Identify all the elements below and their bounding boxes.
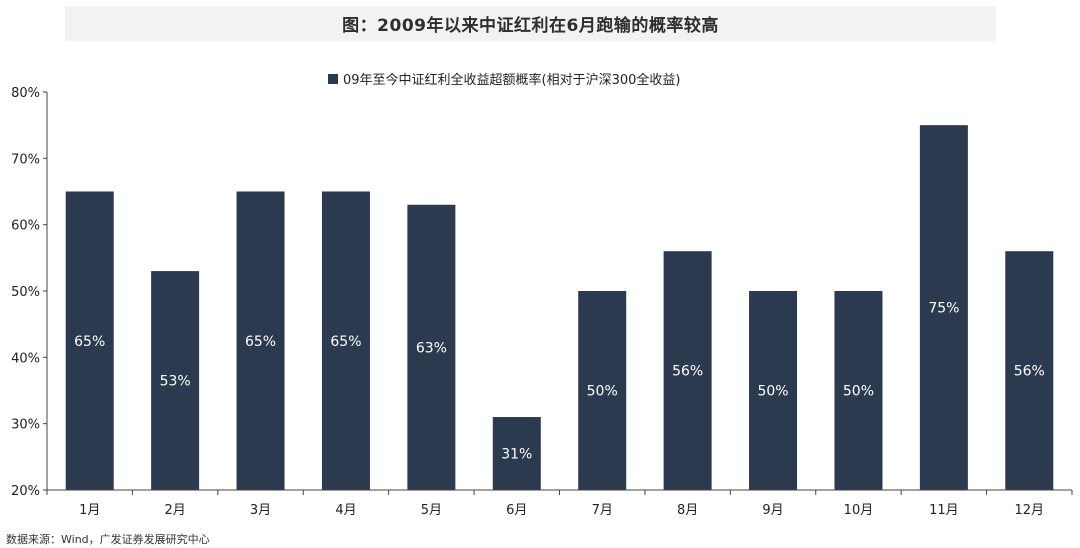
- x-tick-label: 1月: [79, 503, 100, 518]
- bar: [919, 125, 968, 491]
- bar: [151, 271, 200, 490]
- data-label: 65%: [74, 334, 105, 350]
- x-tick-label: 6月: [506, 503, 527, 518]
- data-label: 56%: [672, 364, 703, 380]
- chart-title: 图：2009年以来中证红利在6月跑输的概率较高: [342, 16, 719, 36]
- bar: [663, 251, 712, 490]
- data-label: 31%: [501, 447, 532, 463]
- bar: [65, 191, 114, 490]
- title-banner: 图：2009年以来中证红利在6月跑输的概率较高: [65, 6, 996, 41]
- data-label: 65%: [330, 334, 361, 350]
- y-tick-label: 80%: [11, 86, 40, 101]
- y-tick-label: 50%: [11, 285, 40, 300]
- bar: [834, 291, 883, 490]
- x-tick-label: 12月: [1015, 503, 1045, 518]
- bar: [492, 417, 541, 490]
- legend: 09年至今中证红利全收益超额概率(相对于沪深300全收益): [328, 72, 681, 88]
- x-tick-label: 7月: [592, 503, 613, 518]
- bar: [321, 191, 370, 490]
- x-tick-label: 11月: [929, 503, 959, 518]
- bar: [236, 191, 285, 490]
- x-axis: 1月 2月 3月 4月 5月 6月 7月 8月 9月 10月 11月 12月: [46, 489, 1073, 518]
- x-tick-label: 10月: [844, 503, 874, 518]
- y-tick-label: 20%: [11, 484, 40, 499]
- y-tick-label: 70%: [11, 152, 40, 167]
- data-label: 75%: [928, 301, 959, 317]
- data-label: 50%: [587, 384, 618, 400]
- x-tick-label: 8月: [677, 503, 698, 518]
- x-tick-label: 3月: [250, 503, 271, 518]
- bar: [749, 291, 798, 490]
- y-tick-label: 30%: [11, 418, 40, 433]
- data-label: 56%: [1014, 364, 1045, 380]
- x-tick-label: 9月: [762, 503, 783, 518]
- data-label: 65%: [245, 334, 276, 350]
- data-label: 50%: [843, 384, 874, 400]
- x-tick-label: 4月: [335, 503, 356, 518]
- legend-label: 09年至今中证红利全收益超额概率(相对于沪深300全收益): [343, 72, 681, 88]
- bar: [578, 291, 627, 490]
- data-label: 53%: [160, 374, 191, 390]
- x-tick-label: 5月: [421, 503, 442, 518]
- bar: [1005, 251, 1054, 490]
- data-label: 63%: [416, 340, 447, 356]
- y-tick-label: 60%: [11, 219, 40, 234]
- data-label: 50%: [757, 384, 788, 400]
- y-tick-label: 40%: [11, 351, 40, 366]
- x-tick-label: 2月: [164, 503, 185, 518]
- legend-swatch: [328, 74, 338, 84]
- bar: [407, 204, 456, 490]
- source-note: 数据来源：Wind，广发证券发展研究中心: [6, 533, 210, 546]
- bars: 65% 53% 65% 65% 63% 31% 50% 56% 50% 50% 75% 56%: [65, 125, 1054, 491]
- y-axis: 20% 30% 40% 50% 60% 70% 80%: [11, 86, 48, 499]
